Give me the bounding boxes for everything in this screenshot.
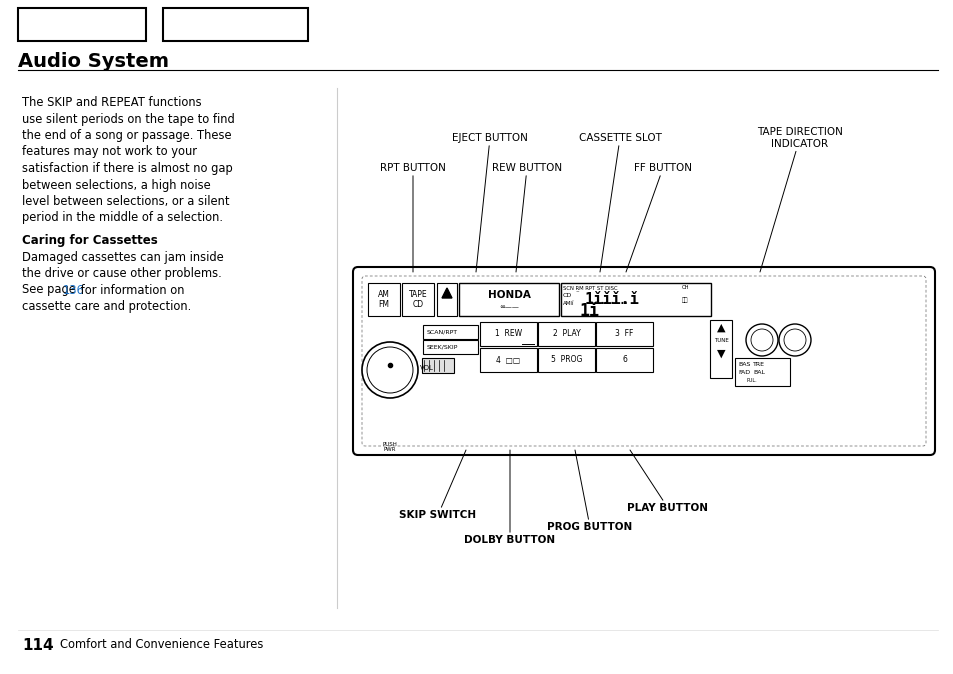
Bar [163, 8, 308, 41]
Text: AM
FM: AM FM [377, 290, 390, 309]
Text: 136: 136 [63, 284, 85, 297]
Text: See page: See page [22, 284, 79, 297]
Bar [537, 322, 595, 346]
Text: use silent periods on the tape to find: use silent periods on the tape to find [22, 113, 234, 125]
Text: Comfort and Convenience Features: Comfort and Convenience Features [60, 638, 263, 651]
Text: PROG BUTTON: PROG BUTTON [547, 450, 632, 532]
Text: ▼: ▼ [716, 349, 724, 359]
Text: SEEK/SKIP: SEEK/SKIP [427, 344, 457, 350]
Text: EJECT BUTTON: EJECT BUTTON [452, 133, 527, 272]
Text: Audio System: Audio System [18, 52, 169, 71]
Text: 2  PLAY: 2 PLAY [552, 330, 579, 338]
Text: satisfaction if there is almost no gap: satisfaction if there is almost no gap [22, 162, 233, 175]
Circle shape [750, 329, 772, 351]
Text: TUNE: TUNE [713, 338, 727, 342]
Text: period in the middle of a selection.: period in the middle of a selection. [22, 212, 223, 224]
Text: 4  □□: 4 □□ [496, 355, 520, 365]
Bar [479, 348, 537, 372]
Bar [422, 325, 477, 339]
Text: TAPE
CD: TAPE CD [408, 290, 427, 309]
Bar [479, 322, 537, 346]
Text: SKIP SWITCH: SKIP SWITCH [399, 450, 476, 520]
Text: Caring for Cassettes: Caring for Cassettes [22, 234, 157, 247]
Bar [734, 358, 789, 386]
Circle shape [783, 329, 805, 351]
Text: ∞——: ∞—— [498, 304, 518, 310]
Polygon shape [441, 288, 452, 298]
Text: ㏒㏒: ㏒㏒ [681, 297, 688, 303]
Text: Damaged cassettes can jam inside: Damaged cassettes can jam inside [22, 251, 224, 264]
Text: HONDA: HONDA [487, 290, 530, 300]
Text: PUL.: PUL. [746, 378, 757, 383]
Text: CASSETTE SLOT: CASSETTE SLOT [578, 133, 660, 272]
Bar [537, 348, 595, 372]
Text: CH: CH [681, 285, 689, 290]
Text: between selections, a high noise: between selections, a high noise [22, 179, 211, 191]
Text: CD: CD [562, 293, 572, 298]
FancyBboxPatch shape [353, 267, 934, 455]
Text: FAD: FAD [738, 370, 749, 375]
Text: for information on: for information on [76, 284, 184, 297]
Bar [401, 283, 434, 316]
Text: SCAN/RPT: SCAN/RPT [427, 330, 457, 334]
Text: FF BUTTON: FF BUTTON [625, 163, 691, 272]
Bar [422, 340, 477, 354]
Bar [368, 283, 399, 316]
Bar [421, 358, 454, 373]
Text: the end of a song or passage. These: the end of a song or passage. These [22, 129, 232, 142]
Circle shape [367, 347, 413, 393]
Text: BAL: BAL [752, 370, 764, 375]
Text: TRE: TRE [752, 362, 764, 367]
Circle shape [745, 324, 778, 356]
Text: 5  PROG: 5 PROG [550, 355, 581, 365]
Text: 3  FF: 3 FF [615, 330, 633, 338]
Text: SCN R̲M RPT ST DISC: SCN R̲M RPT ST DISC [562, 285, 617, 290]
Bar [436, 283, 456, 316]
Bar [709, 320, 731, 378]
Text: The SKIP and REPEAT functions: The SKIP and REPEAT functions [22, 96, 201, 109]
Text: AMIǐ: AMIǐ [562, 301, 574, 306]
Text: DOLBY BUTTON: DOLBY BUTTON [464, 450, 555, 545]
Bar [596, 348, 652, 372]
Circle shape [361, 342, 417, 398]
Text: TAPE DIRECTION
INDICATOR: TAPE DIRECTION INDICATOR [757, 127, 842, 272]
Text: cassette care and protection.: cassette care and protection. [22, 300, 191, 313]
Text: VOL: VOL [419, 365, 434, 371]
Text: 1ǐǐǐ.ǐ: 1ǐǐǐ.ǐ [584, 291, 639, 307]
Circle shape [779, 324, 810, 356]
Bar [560, 283, 710, 316]
Bar [596, 322, 652, 346]
Text: PLAY BUTTON: PLAY BUTTON [627, 450, 708, 513]
Bar [458, 283, 558, 316]
Text: BAS: BAS [738, 362, 750, 367]
Text: 114: 114 [22, 638, 53, 653]
Text: PUSH
PWR: PUSH PWR [382, 442, 397, 452]
Bar [18, 8, 146, 41]
Text: level between selections, or a silent: level between selections, or a silent [22, 195, 230, 208]
Text: 1  REW: 1 REW [495, 330, 521, 338]
Text: RPT BUTTON: RPT BUTTON [379, 163, 445, 272]
Text: 1ǐ̈̈̈: 1ǐ̈̈̈ [579, 302, 629, 320]
Text: ▲: ▲ [716, 323, 724, 333]
Text: REW BUTTON: REW BUTTON [492, 163, 561, 272]
Text: features may not work to your: features may not work to your [22, 146, 196, 158]
Text: 6: 6 [621, 355, 626, 365]
Text: the drive or cause other problems.: the drive or cause other problems. [22, 267, 221, 280]
